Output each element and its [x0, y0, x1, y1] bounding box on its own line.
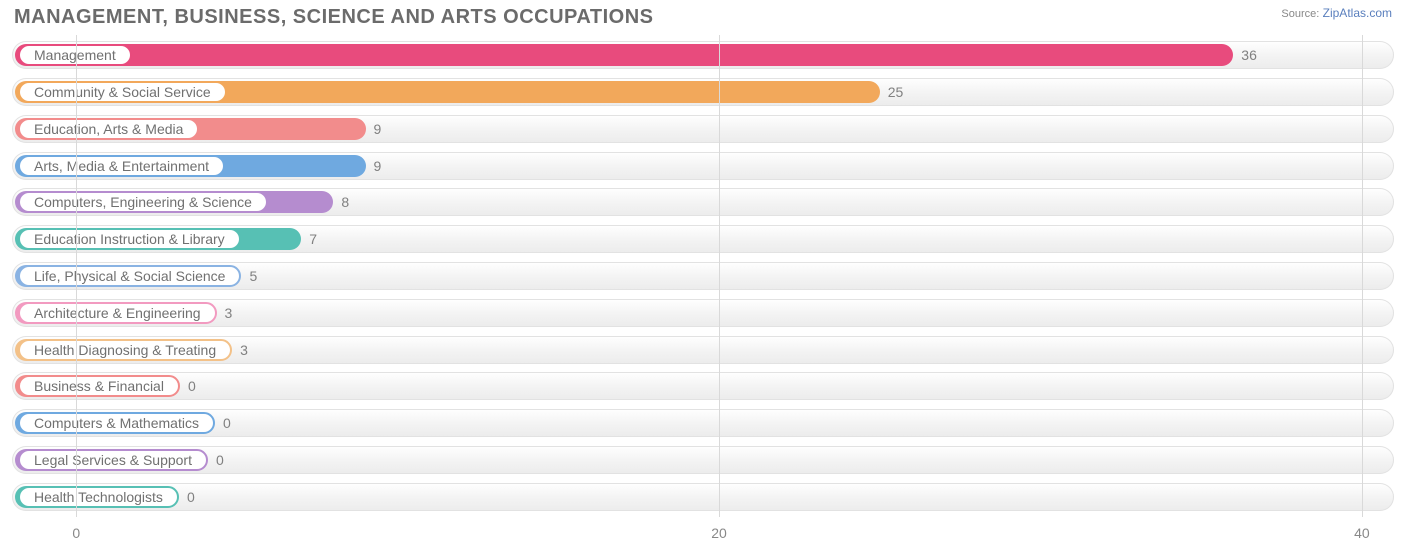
bar-label-pill: Education Instruction & Library — [18, 228, 241, 250]
bar-value-label: 0 — [215, 409, 231, 437]
bar-row: Computers & Mathematics0 — [12, 409, 1394, 437]
bar-label-pill: Life, Physical & Social Science — [18, 265, 241, 287]
bar-label-pill: Management — [18, 44, 132, 66]
source-attribution: Source: ZipAtlas.com — [1281, 6, 1392, 20]
bar-fill — [15, 44, 1233, 66]
bar-value-label: 0 — [180, 372, 196, 400]
bar-label-pill: Computers & Mathematics — [18, 412, 215, 434]
x-tick-label: 0 — [72, 525, 80, 541]
bar-row: Business & Financial0 — [12, 372, 1394, 400]
bar-track — [12, 372, 1394, 400]
bar-value-label: 9 — [366, 152, 382, 180]
bar-value-label: 3 — [232, 336, 248, 364]
bar-track — [12, 483, 1394, 511]
bar-value-label: 8 — [333, 188, 349, 216]
bar-value-label: 0 — [179, 483, 195, 511]
bar-row: Education Instruction & Library 7 — [12, 225, 1394, 253]
bar-label-pill: Education, Arts & Media — [18, 118, 199, 140]
chart-plot: Management 36 Community & Social Service 25… — [12, 35, 1394, 517]
x-tick-label: 40 — [1354, 525, 1370, 541]
bar-container: Management 36 Community & Social Service 25… — [12, 35, 1394, 517]
bar-label-pill: Health Technologists — [18, 486, 179, 508]
bar-value-label: 3 — [217, 299, 233, 327]
gridline — [1362, 35, 1363, 517]
gridline — [719, 35, 720, 517]
bar-row: Management 36 — [12, 41, 1394, 69]
bar-row: Architecture & Engineering3 — [12, 299, 1394, 327]
bar-label-pill: Business & Financial — [18, 375, 180, 397]
bar-label-pill: Architecture & Engineering — [18, 302, 217, 324]
bar-row: Computers, Engineering & Science 8 — [12, 188, 1394, 216]
source-label: Source: — [1281, 8, 1319, 20]
source-link[interactable]: ZipAtlas.com — [1323, 6, 1392, 20]
chart-area: Management 36 Community & Social Service 25… — [12, 35, 1394, 547]
bar-value-label: 36 — [1233, 41, 1257, 69]
bar-row: Community & Social Service 25 — [12, 78, 1394, 106]
bar-label-pill: Community & Social Service — [18, 81, 227, 103]
bar-row: Arts, Media & Entertainment 9 — [12, 152, 1394, 180]
bar-label-pill: Legal Services & Support — [18, 449, 208, 471]
bar-value-label: 7 — [301, 225, 317, 253]
bar-value-label: 0 — [208, 446, 224, 474]
x-tick-label: 20 — [711, 525, 727, 541]
bar-value-label: 5 — [241, 262, 257, 290]
bar-value-label: 25 — [880, 78, 904, 106]
chart-title: MANAGEMENT, BUSINESS, SCIENCE AND ARTS O… — [14, 6, 653, 29]
bar-row: Education, Arts & Media 9 — [12, 115, 1394, 143]
bar-row: Life, Physical & Social Science5 — [12, 262, 1394, 290]
bar-row: Health Technologists0 — [12, 483, 1394, 511]
bar-row: Health Diagnosing & Treating3 — [12, 336, 1394, 364]
bar-label-pill: Health Diagnosing & Treating — [18, 339, 232, 361]
chart-header: MANAGEMENT, BUSINESS, SCIENCE AND ARTS O… — [0, 0, 1406, 31]
bar-label-pill: Arts, Media & Entertainment — [18, 155, 225, 177]
bar-label-pill: Computers, Engineering & Science — [18, 191, 268, 213]
bar-row: Legal Services & Support0 — [12, 446, 1394, 474]
bar-value-label: 9 — [366, 115, 382, 143]
gridline — [76, 35, 77, 517]
